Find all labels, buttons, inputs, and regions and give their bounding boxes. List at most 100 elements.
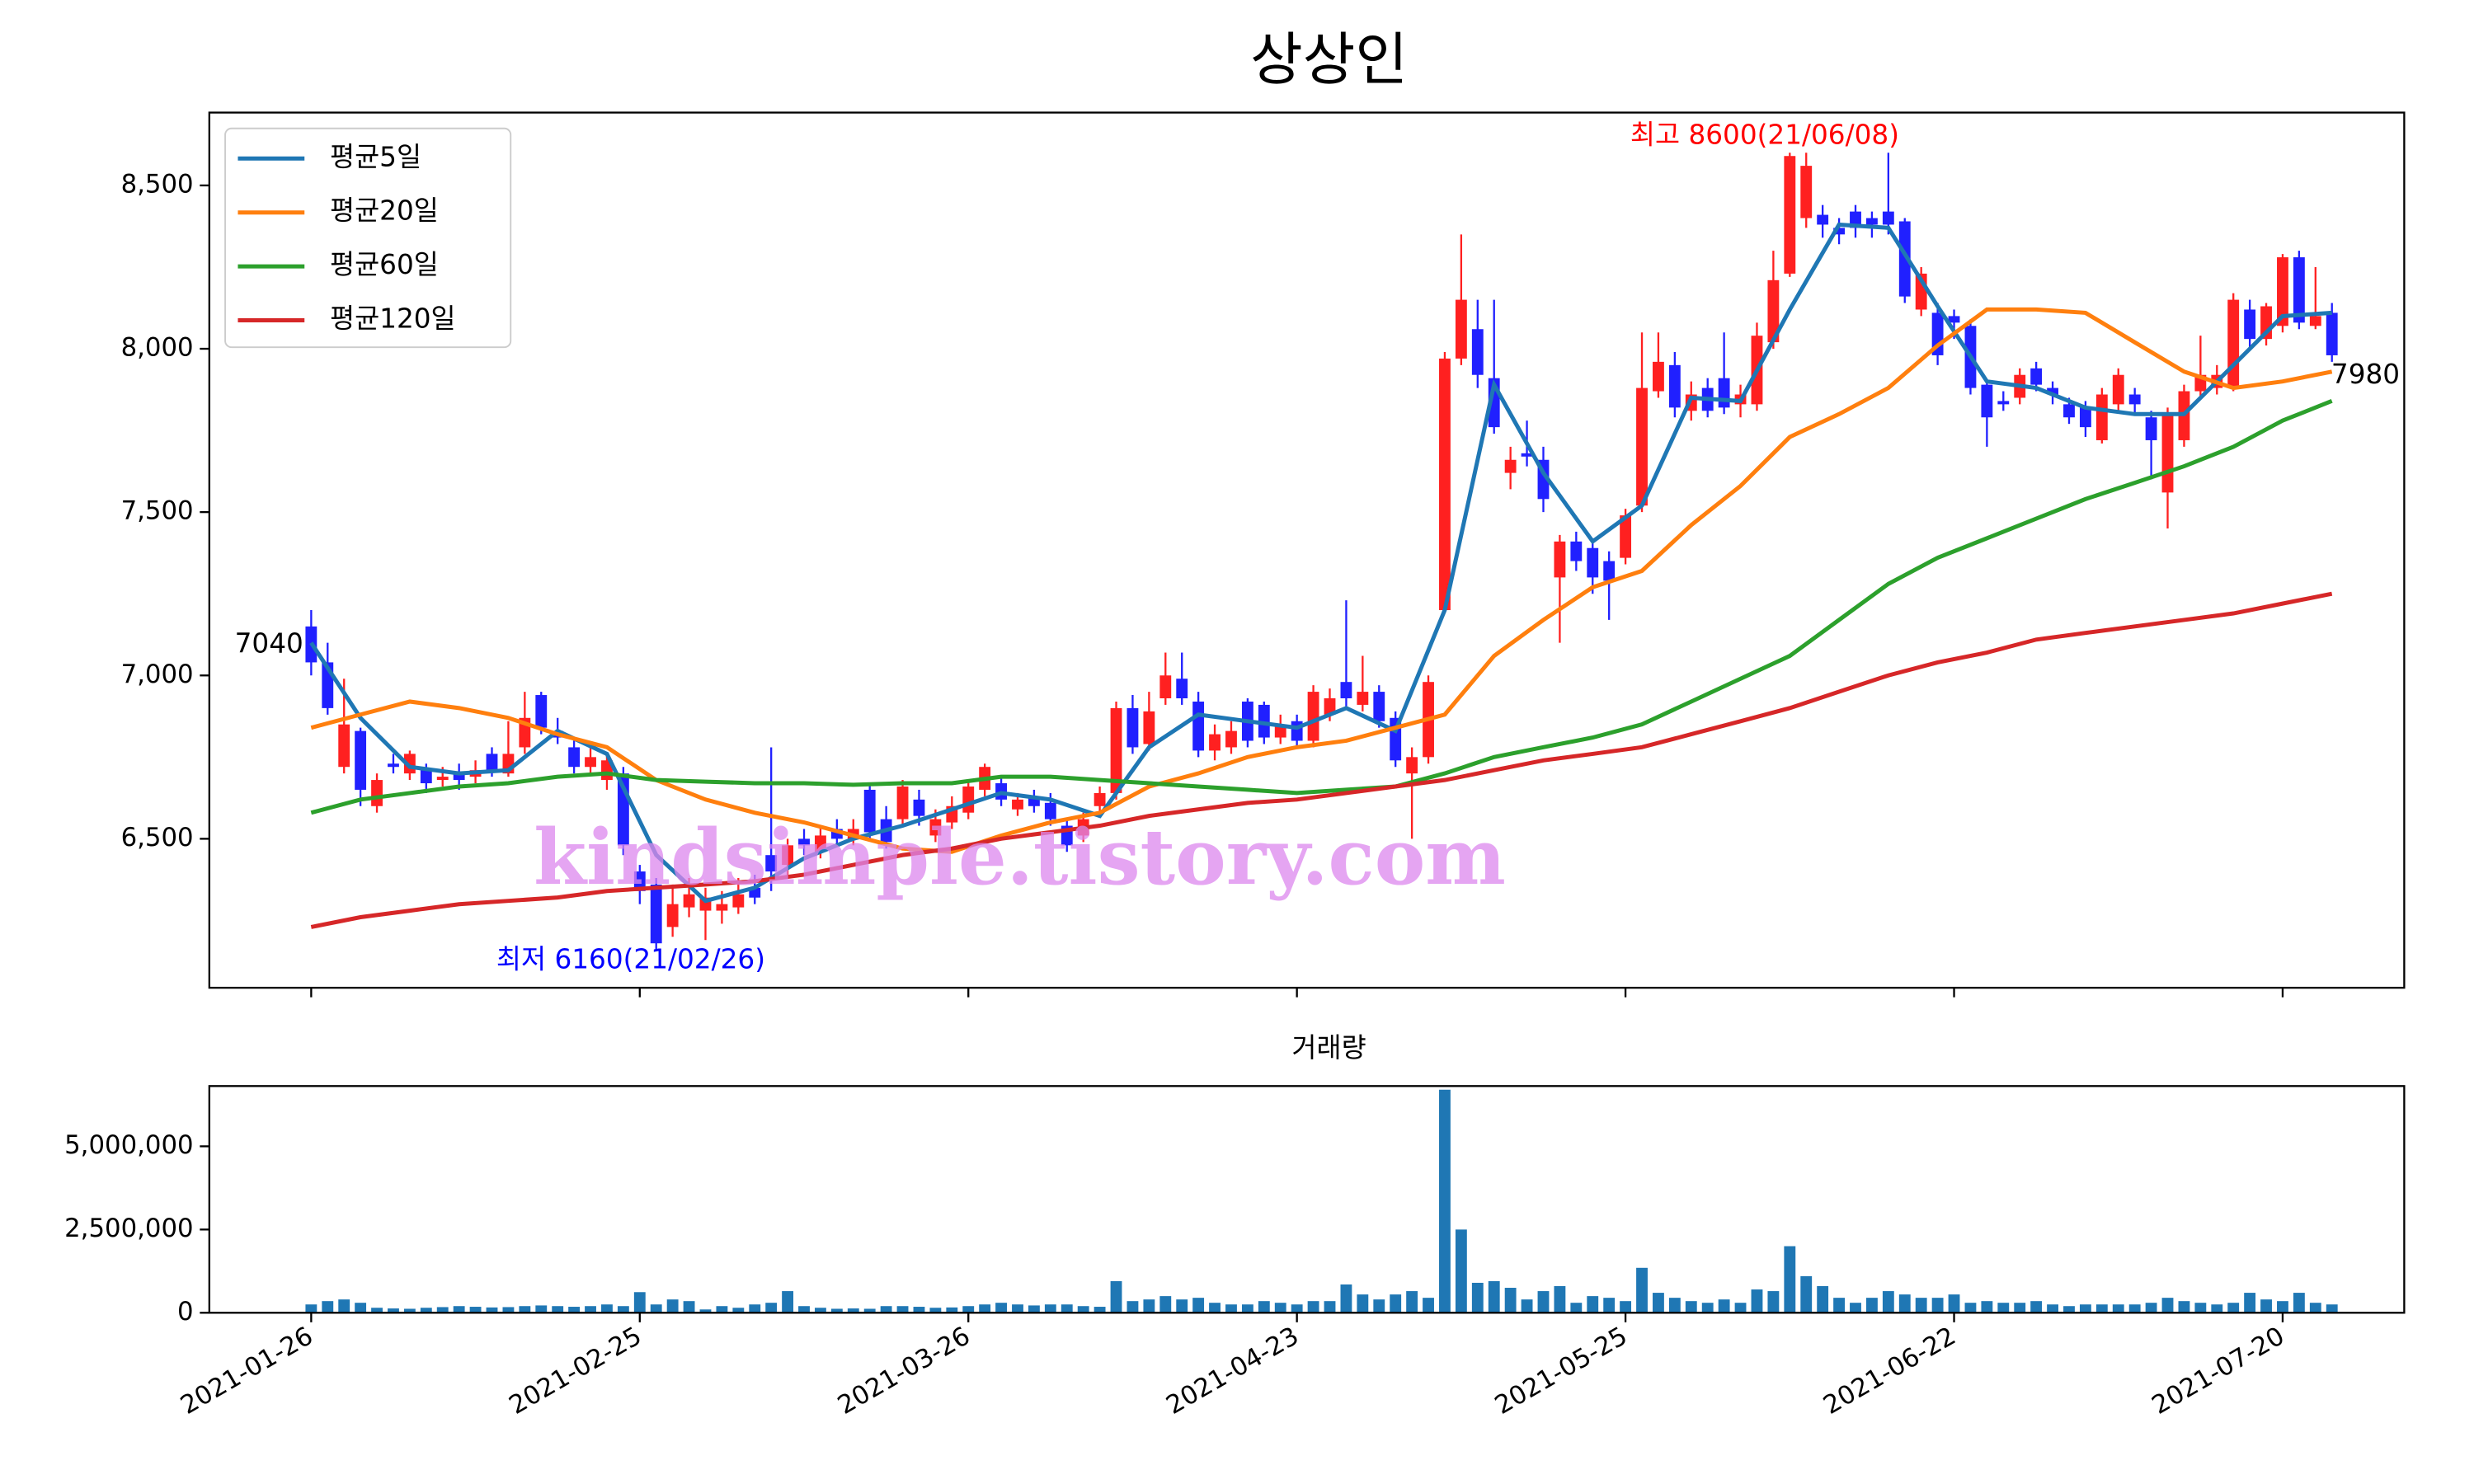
volume-bar: [486, 1307, 498, 1313]
candle-body: [863, 789, 876, 833]
volume-bar: [1012, 1304, 1023, 1313]
volume-bar: [880, 1306, 892, 1313]
volume-bar: [1817, 1286, 1829, 1313]
volume-bar: [995, 1303, 1007, 1313]
candle-body: [1357, 692, 1369, 705]
moving-average-line: [310, 399, 2333, 815]
candle-body: [683, 894, 695, 908]
volume-bar: [601, 1304, 613, 1313]
volume-bar: [1865, 1298, 1878, 1313]
candle-body: [2309, 316, 2321, 326]
candle-body: [2161, 414, 2174, 493]
candle-body: [1668, 364, 1681, 408]
volume-bar: [1390, 1294, 1402, 1313]
volume-bar: [2145, 1303, 2157, 1313]
candle-body: [2227, 299, 2240, 388]
volume-bar: [469, 1307, 482, 1313]
volume-bar: [1324, 1301, 1336, 1313]
candle-body: [1554, 541, 1566, 578]
volume-bar: [453, 1306, 465, 1313]
legend-label: 평균20일: [330, 195, 439, 227]
volume-bar: [2178, 1301, 2190, 1313]
candle-body: [1324, 698, 1336, 715]
volume-bar: [1373, 1299, 1385, 1313]
volume-bar: [1044, 1304, 1056, 1313]
volume-bar: [2161, 1298, 2174, 1313]
candle-body: [535, 695, 548, 728]
volume-bar: [1521, 1299, 1533, 1313]
volume-bar: [403, 1308, 416, 1313]
volume-bar: [1948, 1294, 1960, 1313]
volume-bar: [1668, 1298, 1681, 1313]
volume-bar: [962, 1306, 975, 1313]
volume-bar: [1307, 1301, 1319, 1313]
candle-body: [1898, 221, 1911, 297]
volume-bar: [1685, 1301, 1697, 1313]
volume-bar: [1439, 1089, 1451, 1313]
volume-bar: [896, 1306, 909, 1313]
candle-body: [1176, 679, 1188, 699]
volume-bar: [1225, 1304, 1237, 1313]
volume-bar: [699, 1309, 712, 1313]
volume-bar: [1800, 1275, 1813, 1313]
volume-bar: [519, 1306, 531, 1313]
volume-bar: [1767, 1291, 1780, 1313]
candle-body: [1587, 547, 1599, 578]
volume-bar: [1340, 1284, 1352, 1313]
volume-bar: [830, 1308, 843, 1313]
candle-body: [732, 894, 745, 908]
candle-body: [436, 777, 449, 781]
volume-bar: [716, 1306, 728, 1313]
candle-body: [1455, 299, 1467, 359]
volume-bar: [502, 1307, 515, 1313]
volume-bar: [2047, 1304, 2058, 1313]
volume-bar: [1882, 1291, 1894, 1313]
volume-bar: [1701, 1303, 1714, 1313]
candle-body: [2145, 417, 2157, 440]
volume-bar: [2112, 1304, 2124, 1313]
volume-bar: [1833, 1298, 1846, 1313]
candle-body: [2277, 257, 2288, 326]
volume-bar: [1126, 1301, 1139, 1313]
candle-body: [1340, 682, 1352, 699]
volume-bar: [2014, 1303, 2026, 1313]
start-price-label: 7040: [235, 628, 303, 660]
candle-body: [1570, 541, 1583, 561]
volume-bar: [1653, 1293, 1664, 1313]
candle-body: [716, 904, 728, 911]
candle-body: [1833, 228, 1846, 235]
candle-body: [1997, 401, 2010, 405]
candle-body: [2047, 387, 2058, 395]
candle-body: [1981, 384, 1993, 418]
volume-bar: [1455, 1229, 1467, 1313]
candle-body: [2095, 394, 2108, 440]
candle-body: [1439, 358, 1451, 611]
volume-bar: [1603, 1298, 1616, 1313]
volume-bar: [1258, 1301, 1270, 1313]
volume-bar: [1570, 1303, 1583, 1313]
annotation: 최고 8600(21/06/08): [1630, 119, 1899, 150]
candle-body: [929, 819, 942, 836]
volume-bar: [2095, 1304, 2108, 1313]
volume-bar: [2277, 1301, 2288, 1313]
candle-body: [568, 747, 581, 768]
volume-bar: [683, 1301, 695, 1313]
volume-bar: [1898, 1294, 1911, 1313]
candle-body: [1767, 279, 1780, 343]
volume-bar: [929, 1308, 942, 1313]
volume-bar: [1931, 1298, 1944, 1313]
candle-body: [2293, 257, 2305, 323]
volume-bar: [650, 1304, 662, 1313]
candle-body: [371, 780, 383, 806]
y-tick-label: 6,500: [121, 823, 194, 852]
moving-average-line: [309, 222, 2332, 904]
candle-body: [1159, 675, 1172, 699]
legend-label: 평균60일: [330, 249, 439, 280]
volume-bar: [388, 1308, 399, 1313]
volume-bar: [1176, 1299, 1188, 1313]
volume-bar: [1110, 1280, 1122, 1313]
volume-bar: [1209, 1303, 1221, 1313]
volume-bar: [1077, 1306, 1089, 1313]
